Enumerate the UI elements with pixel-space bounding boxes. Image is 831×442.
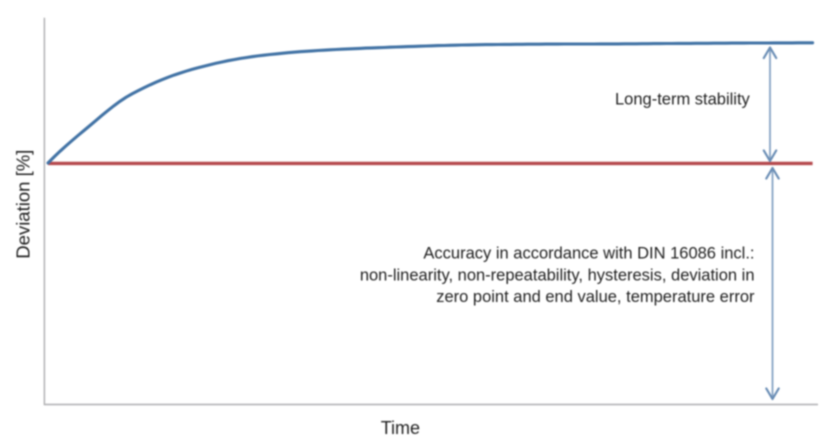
svg-text:Deviation [%]: Deviation [%]: [13, 150, 34, 259]
svg-text:Time: Time: [381, 418, 420, 438]
svg-text:zero point and end value, temp: zero point and end value, temperature er…: [436, 288, 755, 306]
svg-text:non-linearity, non-repeatabili: non-linearity, non-repeatability, hyster…: [360, 266, 755, 284]
svg-text:Accuracy in accordance with DI: Accuracy in accordance with DIN 16086 in…: [423, 245, 754, 263]
svg-text:Long-term stability: Long-term stability: [615, 91, 751, 109]
